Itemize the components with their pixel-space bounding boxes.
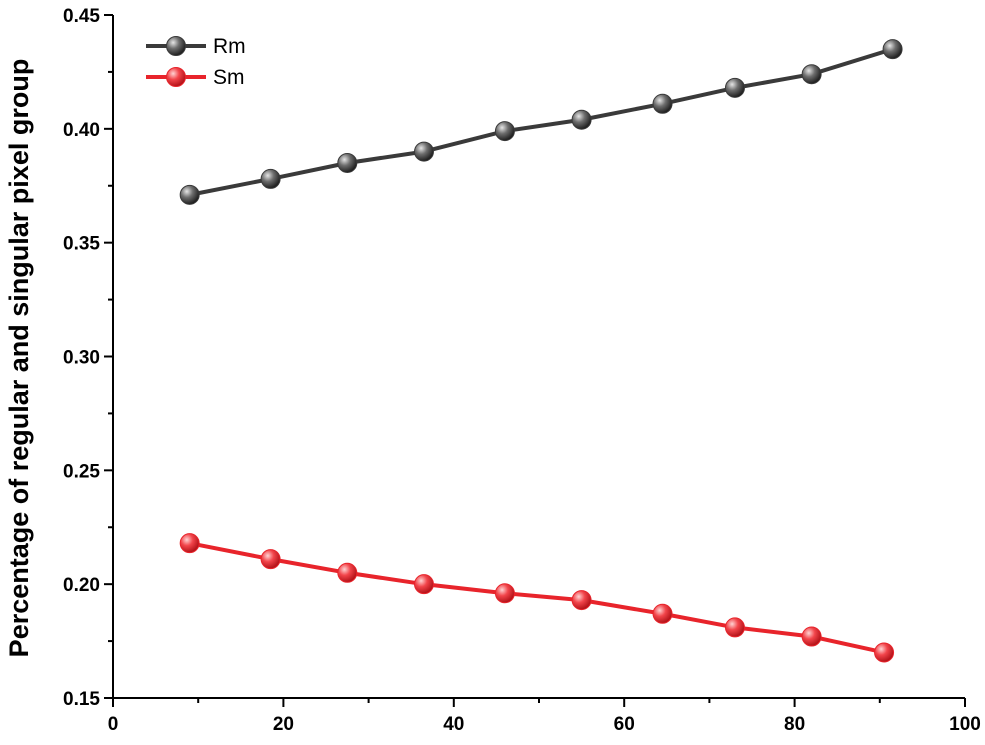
series-sm-point xyxy=(652,603,673,624)
series-sm-point xyxy=(571,590,592,611)
series-rm-point xyxy=(494,121,515,142)
series-sm-point xyxy=(260,549,281,570)
series-rm-point xyxy=(413,141,434,162)
series-rm-point xyxy=(724,77,745,98)
series-rm-point xyxy=(337,152,358,173)
x-tick-label: 60 xyxy=(614,714,635,735)
x-tick-label: 80 xyxy=(784,714,805,735)
series-rm-line xyxy=(189,47,894,197)
series-sm-line xyxy=(189,541,885,655)
y-tick-label: 0.15 xyxy=(63,689,100,710)
y-tick-label: 0.30 xyxy=(63,348,100,369)
plot-area xyxy=(179,39,903,663)
x-tick-label: 100 xyxy=(949,714,981,735)
y-tick-label: 0.35 xyxy=(63,234,100,255)
series-sm-point xyxy=(494,583,515,604)
series-sm-point xyxy=(724,617,745,638)
legend-sm-marker xyxy=(166,67,186,87)
legend-rm-label: Rm xyxy=(213,35,246,58)
series-rm-point xyxy=(571,109,592,130)
x-tick-label: 0 xyxy=(108,714,119,735)
y-tick-label: 0.40 xyxy=(63,120,100,141)
series-rm-point xyxy=(801,64,822,85)
series-sm-point xyxy=(179,533,200,554)
series-rm-point xyxy=(882,39,903,60)
legend-sm-label: Sm xyxy=(213,66,245,89)
y-tick-label: 0.25 xyxy=(63,461,100,482)
series-rm-point xyxy=(179,184,200,205)
axes: 0.15 0.20 0.25 0.30 0.35 0.40 0.45 0 20 40 60 80 100 xyxy=(63,6,981,735)
series-sm-point xyxy=(413,574,434,595)
series-rm-point xyxy=(260,168,281,189)
y-tick-label: 0.45 xyxy=(63,6,100,27)
series-sm-point xyxy=(337,562,358,583)
legend-rm-marker xyxy=(166,36,186,56)
series-sm-point xyxy=(874,642,895,663)
y-tick-label: 0.20 xyxy=(63,575,100,596)
series-rm-point xyxy=(652,93,673,114)
series-sm-point xyxy=(801,626,822,647)
legend: Rm Sm xyxy=(146,35,246,89)
y-axis-title: Percentage of regular and singular pixel… xyxy=(4,59,34,658)
x-tick-label: 20 xyxy=(273,714,294,735)
x-tick-label: 40 xyxy=(443,714,464,735)
